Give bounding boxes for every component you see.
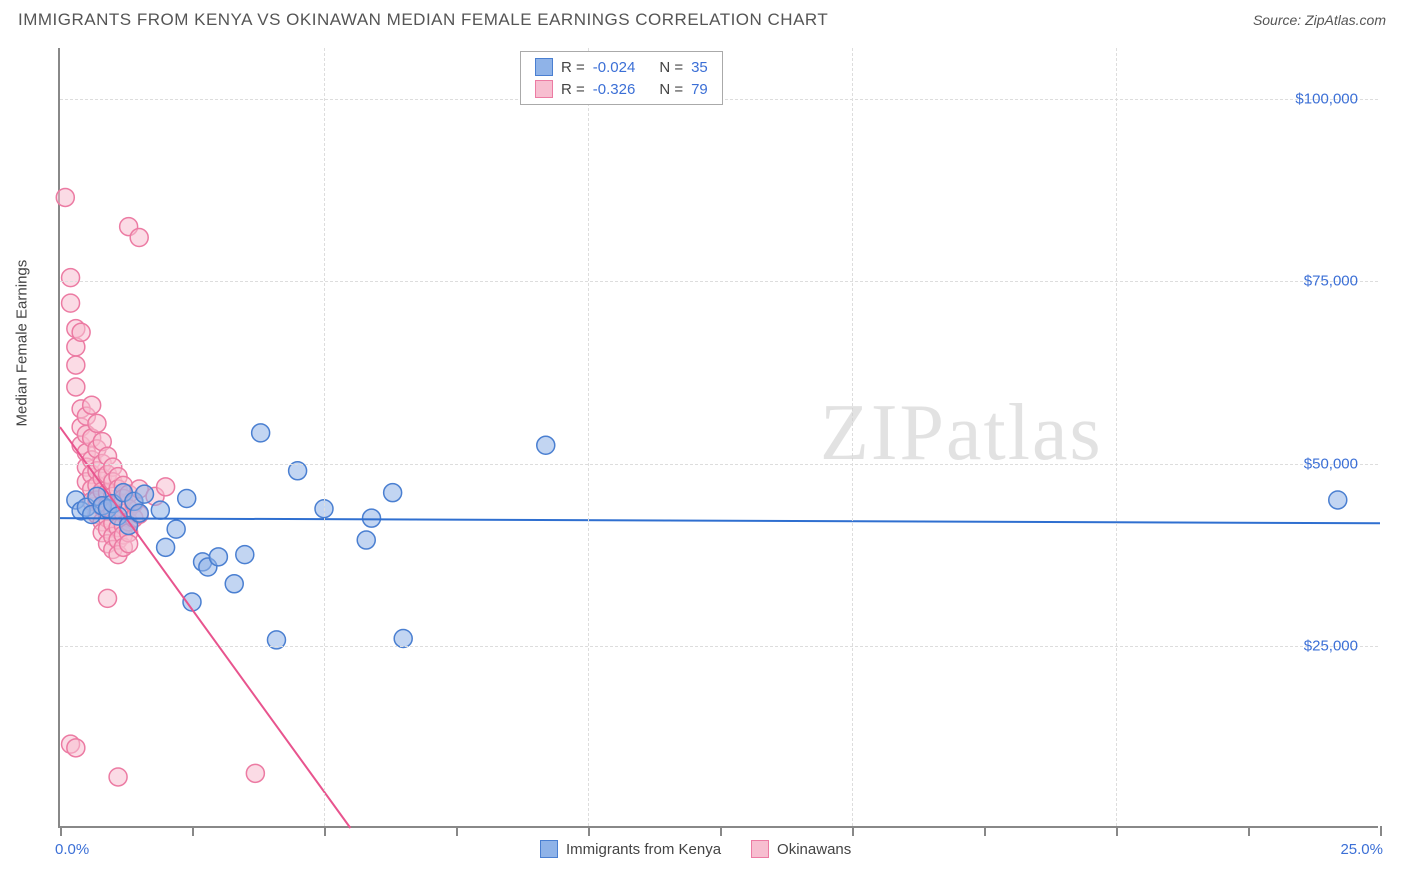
y-tick-label: $100,000 xyxy=(1295,91,1358,108)
data-point xyxy=(88,414,106,432)
gridline-v xyxy=(1116,48,1117,826)
x-tick xyxy=(720,826,722,836)
data-point xyxy=(157,538,175,556)
stat-r-value: -0.326 xyxy=(593,81,636,98)
data-point xyxy=(236,546,254,564)
data-point xyxy=(357,531,375,549)
stats-row: R = -0.326 N = 79 xyxy=(535,78,708,100)
data-point xyxy=(72,323,90,341)
data-point xyxy=(67,356,85,374)
stat-n-value: 35 xyxy=(691,59,708,76)
data-point xyxy=(537,436,555,454)
source-label: Source: ZipAtlas.com xyxy=(1253,12,1386,28)
data-point xyxy=(252,424,270,442)
data-point xyxy=(151,501,169,519)
x-tick xyxy=(324,826,326,836)
data-point xyxy=(209,548,227,566)
data-point xyxy=(67,739,85,757)
series-legend: Immigrants from Kenya Okinawans xyxy=(540,840,851,858)
data-point xyxy=(83,396,101,414)
x-tick xyxy=(1380,826,1382,836)
y-tick-label: $25,000 xyxy=(1304,637,1358,654)
data-point xyxy=(1329,491,1347,509)
stat-r-label: R = xyxy=(561,81,585,98)
gridline-h xyxy=(60,646,1378,647)
data-point xyxy=(157,478,175,496)
data-point xyxy=(67,378,85,396)
legend-label: Okinawans xyxy=(777,841,851,858)
data-point xyxy=(384,484,402,502)
stat-n-value: 79 xyxy=(691,81,708,98)
x-tick xyxy=(984,826,986,836)
gridline-h xyxy=(60,281,1378,282)
stat-n-label: N = xyxy=(659,81,683,98)
y-axis-label: Median Female Earnings xyxy=(14,260,31,427)
legend-item: Immigrants from Kenya xyxy=(540,840,721,858)
plot-svg xyxy=(60,48,1378,826)
data-point xyxy=(289,462,307,480)
legend-item: Okinawans xyxy=(751,840,851,858)
data-point xyxy=(178,490,196,508)
chart-title: IMMIGRANTS FROM KENYA VS OKINAWAN MEDIAN… xyxy=(18,10,828,30)
legend-label: Immigrants from Kenya xyxy=(566,841,721,858)
gridline-v xyxy=(852,48,853,826)
legend-swatch xyxy=(751,840,769,858)
legend-swatch xyxy=(535,58,553,76)
stats-row: R = -0.024 N = 35 xyxy=(535,56,708,78)
data-point xyxy=(363,509,381,527)
data-point xyxy=(109,768,127,786)
gridline-v xyxy=(588,48,589,826)
chart-container: Median Female Earnings $25,000 $50,000 $75… xyxy=(10,38,1396,868)
data-point xyxy=(99,589,117,607)
regression-line xyxy=(60,427,350,828)
legend-swatch xyxy=(535,80,553,98)
plot-area: $25,000$50,000$75,000$100,0000.0%25.0%ZI… xyxy=(58,48,1378,828)
x-tick xyxy=(852,826,854,836)
x-tick-label-min: 0.0% xyxy=(55,841,89,858)
data-point xyxy=(225,575,243,593)
x-tick xyxy=(192,826,194,836)
x-tick xyxy=(588,826,590,836)
x-tick xyxy=(1248,826,1250,836)
legend-swatch xyxy=(540,840,558,858)
y-tick-label: $75,000 xyxy=(1304,273,1358,290)
y-tick-label: $50,000 xyxy=(1304,455,1358,472)
data-point xyxy=(135,485,153,503)
data-point xyxy=(167,520,185,538)
stat-n-label: N = xyxy=(659,59,683,76)
data-point xyxy=(62,294,80,312)
x-tick xyxy=(60,826,62,836)
gridline-v xyxy=(324,48,325,826)
gridline-h xyxy=(60,464,1378,465)
data-point xyxy=(246,764,264,782)
x-tick-label-max: 25.0% xyxy=(1340,841,1383,858)
stat-r-label: R = xyxy=(561,59,585,76)
x-tick xyxy=(456,826,458,836)
x-tick xyxy=(1116,826,1118,836)
data-point xyxy=(120,535,138,553)
data-point xyxy=(56,188,74,206)
regression-line xyxy=(60,518,1380,523)
stat-r-value: -0.024 xyxy=(593,59,636,76)
data-point xyxy=(62,269,80,287)
data-point xyxy=(130,229,148,247)
stats-legend: R = -0.024 N = 35 R = -0.326 N = 79 xyxy=(520,51,723,105)
